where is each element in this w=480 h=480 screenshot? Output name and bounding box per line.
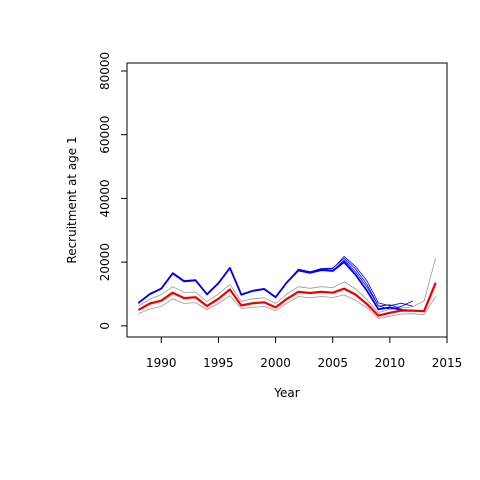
y-axis-title: Recruitment at age 1 — [65, 136, 79, 263]
series-line-grey-6 — [138, 294, 436, 319]
y-tick-label-40000: 40000 — [98, 179, 112, 217]
y-tick-label-20000: 20000 — [98, 243, 112, 281]
x-axis-title: Year — [273, 386, 299, 400]
x-tick-label-1990: 1990 — [146, 356, 177, 370]
x-tick-label-1995: 1995 — [203, 356, 234, 370]
series-line-grey-5 — [138, 258, 436, 313]
x-tick-label-2015: 2015 — [432, 356, 463, 370]
y-tick-label-0: 0 — [98, 322, 112, 330]
series-line-red-7 — [137, 282, 437, 317]
y-tick-label-60000: 60000 — [98, 116, 112, 154]
series-line-blue-1 — [137, 261, 413, 312]
x-tick-label-2010: 2010 — [375, 356, 406, 370]
x-tick-label-2000: 2000 — [260, 356, 291, 370]
y-tick-label-80000: 80000 — [98, 52, 112, 90]
x-tick-label-2005: 2005 — [317, 356, 348, 370]
